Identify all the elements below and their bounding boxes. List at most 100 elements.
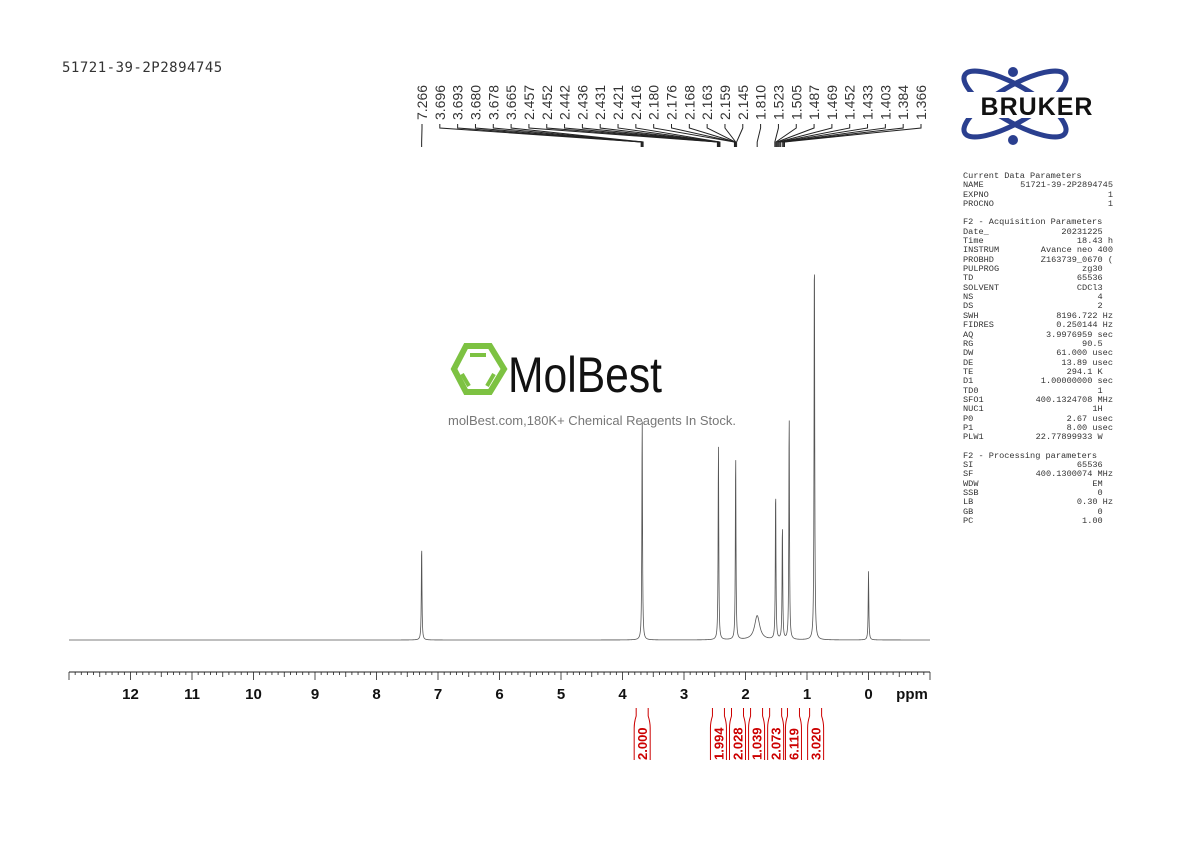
- param-row: PROCNO 1: [963, 199, 1113, 210]
- peak-label-line: [653, 124, 735, 147]
- param-key: NS: [963, 292, 974, 303]
- peak-label: 3.680: [467, 85, 483, 120]
- peak-label-line: [706, 124, 736, 147]
- param-row: SSB 0: [963, 488, 1113, 498]
- param-row: NS 4: [963, 292, 1113, 303]
- param-row: NUC1 1H: [963, 404, 1113, 414]
- param-key: D1: [963, 376, 974, 387]
- integral-value: 3.020: [809, 727, 824, 760]
- param-key: TE: [963, 366, 974, 377]
- param-key: PROBHD: [963, 254, 994, 265]
- param-key: PROCNO: [963, 199, 994, 210]
- sample-name: 51721-39-2P2894745: [62, 60, 223, 76]
- peak-label: 1.366: [913, 85, 929, 120]
- peak-label: 2.452: [539, 85, 555, 120]
- param-row: P1 8.00 usec: [963, 422, 1113, 433]
- peak-label: 1.433: [860, 85, 876, 120]
- param-value: 400.1300074 MHz: [1035, 469, 1113, 480]
- integral-bracket: [709, 708, 727, 760]
- molbest-tagline: molBest.com,180K+ Chemical Reagents In S…: [448, 413, 736, 428]
- integral-value: 6.119: [786, 728, 801, 760]
- peak-label-line: [581, 124, 720, 147]
- integral-value: 2.000: [635, 727, 650, 760]
- param-row: SI 65536: [963, 459, 1113, 470]
- integral-value: 2.073: [769, 727, 784, 760]
- param-key: PC: [963, 516, 974, 527]
- param-row: SOLVENT CDCl3: [963, 282, 1113, 293]
- param-key: RG: [963, 338, 974, 349]
- x-tick-label: 10: [245, 686, 262, 703]
- x-tick-label: 8: [372, 686, 380, 703]
- param-key: SFO1: [963, 394, 984, 405]
- x-tick-label: 6: [495, 686, 503, 703]
- peak-label: 2.421: [610, 85, 626, 120]
- spectrum-line: [69, 274, 930, 641]
- peak-label-line: [783, 124, 922, 147]
- param-section-title: F2 - Processing parameters: [963, 450, 1098, 461]
- param-key: NAME: [963, 180, 984, 191]
- integral-bracket: [748, 708, 766, 760]
- param-value: 8.00 usec: [1066, 422, 1113, 433]
- peak-label: 1.403: [877, 85, 893, 120]
- param-value: 1: [1097, 385, 1113, 396]
- param-key: P0: [963, 413, 974, 424]
- peak-label: 2.416: [628, 85, 644, 120]
- param-key: DE: [963, 357, 974, 368]
- param-key: SOLVENT: [963, 282, 1000, 293]
- x-tick-label: 7: [434, 686, 442, 703]
- param-value: 294.1 K: [1066, 366, 1113, 377]
- param-row: FIDRES 0.250144 Hz: [963, 320, 1113, 331]
- peak-label-line: [781, 124, 886, 147]
- integral-bracket: [807, 708, 825, 760]
- param-key: Date_: [963, 226, 989, 237]
- param-row: Time 18.43 h: [963, 236, 1113, 246]
- peak-label: 2.457: [521, 85, 537, 120]
- peak-label-line: [528, 124, 718, 147]
- x-axis-label: ppm: [896, 686, 928, 703]
- param-row: EXPNO 1: [963, 189, 1113, 200]
- param-value: 2.67 usec: [1066, 413, 1113, 424]
- peak-label-line: [724, 124, 737, 147]
- peak-label: 1.810: [753, 85, 769, 120]
- param-value: 90.5: [1082, 338, 1113, 349]
- param-row: DE 13.89 usec: [963, 357, 1113, 368]
- peak-label-line: [564, 124, 719, 147]
- svg-text:MolBest: MolBest: [508, 347, 662, 400]
- peak-label: 2.163: [699, 85, 715, 120]
- peak-label-line: [777, 124, 833, 147]
- param-value: 2: [1097, 301, 1113, 312]
- x-tick-label: 0: [864, 686, 872, 703]
- param-row: DW 61.000 usec: [963, 348, 1113, 358]
- peak-label-line: [736, 124, 744, 147]
- param-value: 20231225: [1061, 226, 1113, 237]
- param-key: SF: [963, 469, 974, 480]
- param-row: AQ 3.9976959 sec: [963, 329, 1113, 340]
- param-value: Z163739_0670 (: [1040, 254, 1113, 265]
- param-row: LB 0.30 Hz: [963, 497, 1113, 507]
- param-row: PC 1.00: [963, 516, 1113, 527]
- peak-label: 2.180: [646, 85, 662, 120]
- peak-label-line: [776, 124, 815, 147]
- x-tick-label: 9: [311, 686, 319, 703]
- peak-label: 2.436: [574, 85, 590, 120]
- param-value: 0.250144 Hz: [1056, 320, 1113, 331]
- param-row: NAME 51721-39-2P2894745: [963, 180, 1113, 191]
- param-key: TD0: [963, 385, 979, 396]
- param-value: 65536: [1076, 459, 1113, 470]
- param-row: SFO1 400.1324708 MHz: [963, 394, 1113, 405]
- x-tick-label: 11: [184, 686, 200, 703]
- param-row: WDW EM: [963, 479, 1113, 489]
- param-key: AQ: [963, 329, 974, 340]
- x-tick-label: 4: [618, 686, 627, 703]
- peak-label: 1.469: [824, 85, 840, 120]
- integral-bracket: [729, 708, 747, 760]
- x-tick-label: 3: [680, 686, 688, 703]
- param-value: 65536: [1076, 273, 1113, 284]
- peak-label: 3.678: [485, 85, 501, 120]
- param-row: RG 90.5: [963, 338, 1113, 349]
- integral-value: 1.994: [711, 727, 726, 760]
- integral-bracket: [767, 708, 785, 760]
- param-key: GB: [963, 506, 974, 517]
- param-key: DS: [963, 301, 974, 312]
- param-value: 1: [1107, 189, 1113, 200]
